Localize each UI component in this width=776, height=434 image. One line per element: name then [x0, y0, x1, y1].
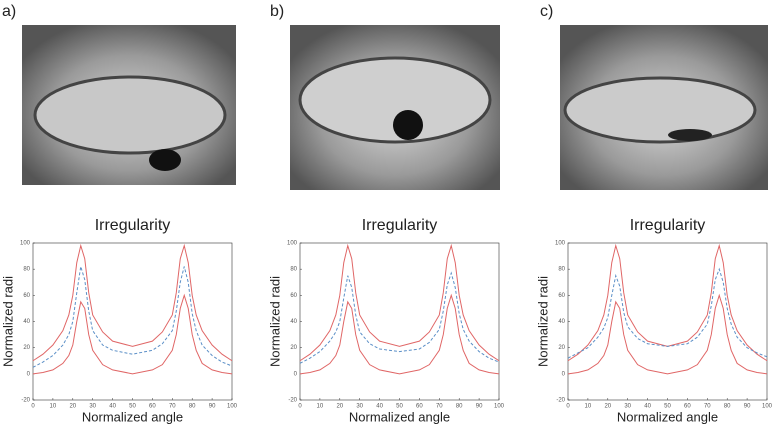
x-tick-label: 60 — [149, 404, 156, 410]
x-tick-label: 40 — [109, 404, 116, 410]
y-tick-label: 80 — [23, 267, 30, 273]
y-tick-label: 80 — [290, 267, 297, 273]
x-tick-label: 80 — [724, 404, 731, 410]
panel-label: b) — [270, 3, 284, 20]
y-tick-label: 0 — [562, 371, 566, 377]
y-tick-label: 0 — [294, 371, 298, 377]
plot-frame — [567, 242, 768, 401]
x-tick-label: 90 — [209, 404, 216, 410]
x-tick-label: 80 — [456, 404, 463, 410]
x-tick-label: 0 — [31, 404, 35, 410]
x-tick-label: 70 — [436, 404, 443, 410]
panel-label: c) — [540, 3, 553, 20]
chart-title: Irregularity — [95, 217, 171, 234]
x-tick-label: 10 — [585, 404, 592, 410]
x-axis-label: Normalized angle — [82, 409, 183, 424]
y-tick-label: -20 — [21, 398, 30, 404]
x-tick-label: 50 — [664, 404, 671, 410]
x-tick-label: 100 — [762, 404, 773, 410]
y-tick-label: 20 — [23, 345, 30, 351]
x-axis-label: Normalized angle — [349, 409, 450, 424]
plot-frame — [299, 242, 500, 401]
line — [567, 293, 768, 375]
x-tick-label: 60 — [684, 404, 691, 410]
panel-label: a) — [2, 3, 16, 20]
x-tick-label: 70 — [169, 404, 176, 410]
x-tick-label: 20 — [69, 404, 76, 410]
y-tick-label: 20 — [290, 345, 297, 351]
y-tick-label: 100 — [555, 241, 566, 247]
x-tick-label: 30 — [624, 404, 631, 410]
x-tick-label: 20 — [604, 404, 611, 410]
photo-b — [290, 25, 500, 190]
line — [567, 267, 768, 359]
line — [299, 293, 500, 375]
x-tick-label: 80 — [189, 404, 196, 410]
x-tick-label: 30 — [89, 404, 96, 410]
x-tick-label: 70 — [704, 404, 711, 410]
y-tick-label: -20 — [556, 398, 565, 404]
line — [299, 243, 500, 362]
x-tick-label: 50 — [396, 404, 403, 410]
x-tick-label: 90 — [744, 404, 751, 410]
y-tick-label: 80 — [558, 267, 565, 273]
y-tick-label: 60 — [290, 293, 297, 299]
x-tick-label: 100 — [227, 404, 238, 410]
line — [32, 293, 233, 375]
x-tick-label: 0 — [566, 404, 570, 410]
x-tick-label: 90 — [476, 404, 483, 410]
y-tick-label: 40 — [23, 319, 30, 325]
line — [32, 243, 233, 362]
chart-title: Irregularity — [362, 217, 438, 234]
x-tick-label: 40 — [644, 404, 651, 410]
photo-a — [22, 25, 236, 185]
y-axis-label: Normalized radi — [0, 276, 15, 367]
y-tick-label: 100 — [287, 241, 298, 247]
y-tick-label: 20 — [558, 345, 565, 351]
y-tick-label: 100 — [20, 241, 31, 247]
x-tick-label: 20 — [336, 404, 343, 410]
chart-title: Irregularity — [630, 217, 706, 234]
y-tick-label: -20 — [288, 398, 297, 404]
y-tick-label: 60 — [23, 293, 30, 299]
line — [32, 266, 233, 368]
y-tick-label: 60 — [558, 293, 565, 299]
y-axis-label: Normalized radi — [267, 276, 282, 367]
x-tick-label: 0 — [298, 404, 302, 410]
x-tick-label: 40 — [376, 404, 383, 410]
y-tick-label: 0 — [27, 371, 31, 377]
x-tick-label: 60 — [416, 404, 423, 410]
photo-c — [560, 25, 768, 190]
x-tick-label: 10 — [317, 404, 324, 410]
x-tick-label: 10 — [50, 404, 57, 410]
x-axis-label: Normalized angle — [617, 409, 718, 424]
x-tick-label: 30 — [356, 404, 363, 410]
y-tick-label: 40 — [290, 319, 297, 325]
line — [299, 271, 500, 364]
line — [567, 243, 768, 362]
plot-frame — [32, 242, 233, 401]
y-tick-label: 40 — [558, 319, 565, 325]
x-tick-label: 100 — [494, 404, 505, 410]
y-axis-label: Normalized radi — [535, 276, 550, 367]
x-tick-label: 50 — [129, 404, 136, 410]
